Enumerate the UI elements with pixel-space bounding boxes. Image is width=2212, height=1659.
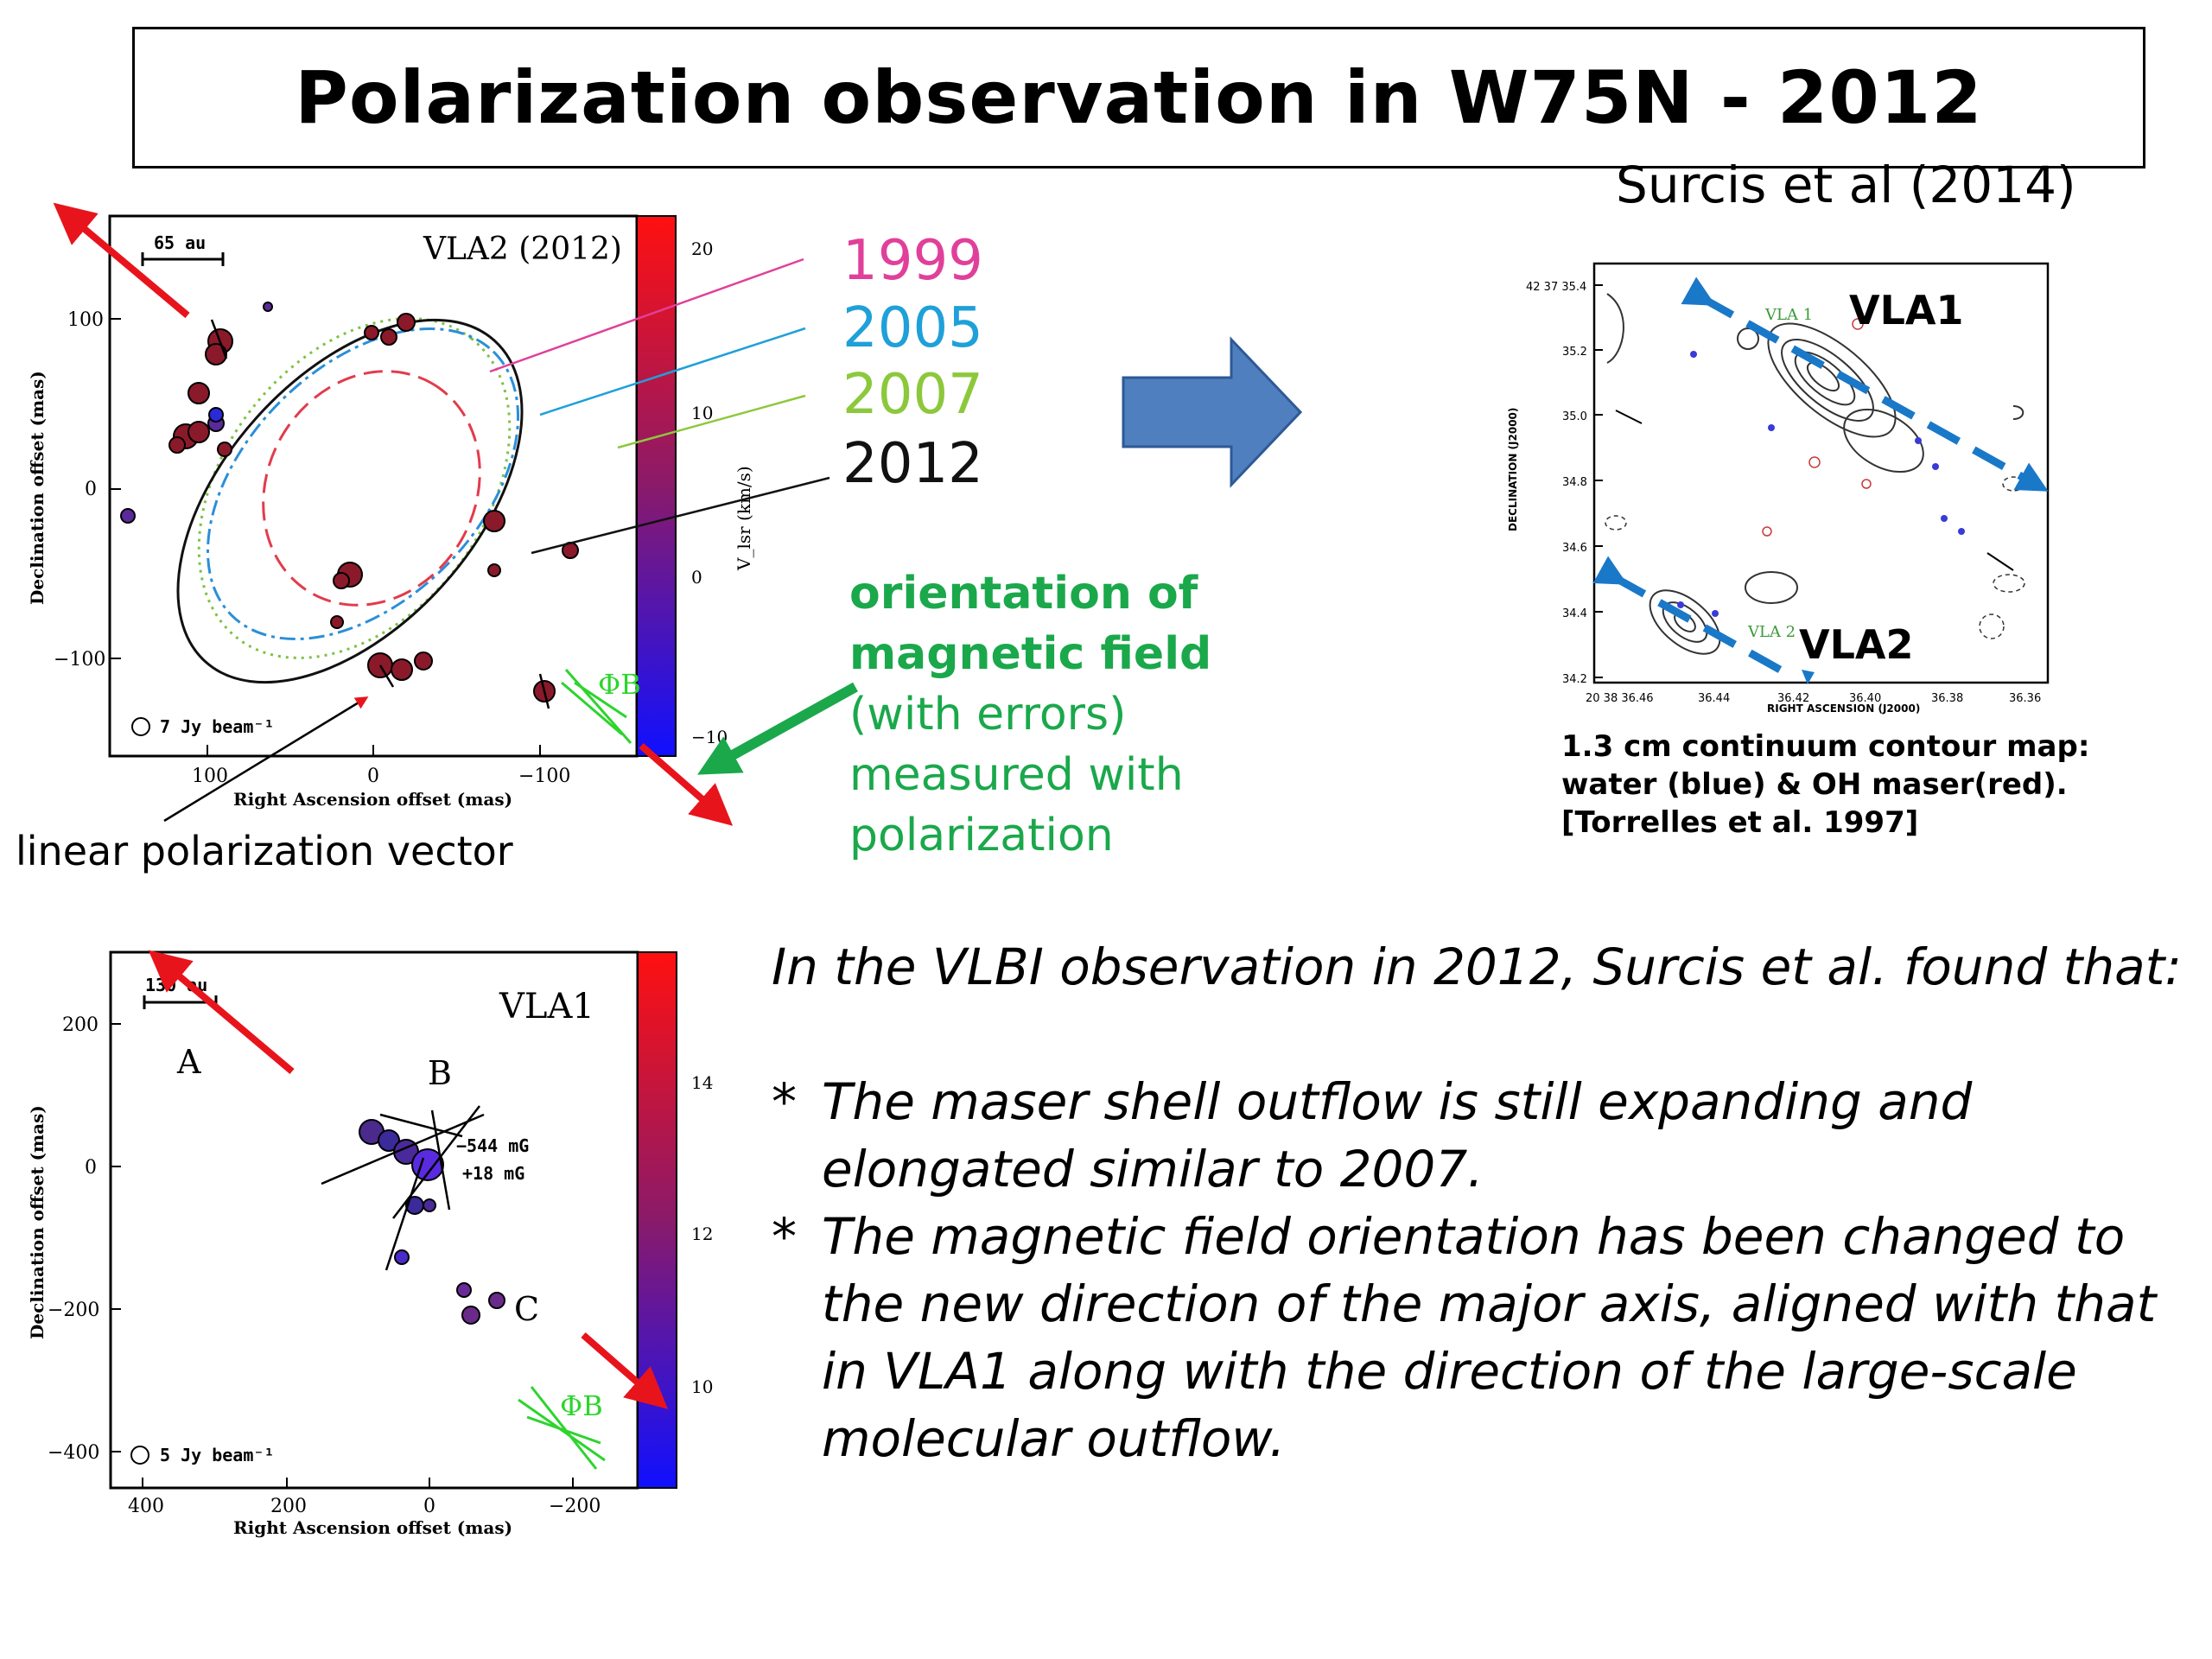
vla2-xtick: 100	[192, 766, 228, 787]
findings-intro: In the VLBI observation in 2012, Surcis …	[772, 938, 2182, 996]
slide-title: Polarization observation in W75N - 2012	[295, 55, 1983, 140]
vla1-colorbar	[637, 951, 677, 1489]
findings-text: In the VLBI observation in 2012, Surcis …	[772, 933, 2189, 1472]
title-box: Polarization observation in W75N - 2012	[132, 27, 2145, 168]
torrelles-caption: 1.3 cm continuum contour map: water (blu…	[1561, 728, 2097, 842]
vla1-xtick: 0	[423, 1496, 435, 1517]
vla1-xlabel: Right Ascension offset (mas)	[233, 1517, 512, 1538]
torrelles-caption-line-1: 1.3 cm continuum contour map:	[1561, 729, 2090, 764]
vla1-label-c: C	[514, 1290, 539, 1328]
vla2-xtick: 0	[367, 766, 379, 787]
findings-bullet: * The maser shell outflow is still expan…	[772, 1068, 2189, 1203]
torr-xtick: 20 38 36.46	[1586, 692, 1654, 705]
torr-xtick: 36.42	[1777, 692, 1809, 705]
vla1-ytick: −400	[48, 1442, 99, 1464]
ellipse-2007	[197, 317, 512, 659]
vla2-xlabel: Right Ascension offset (mas)	[233, 789, 512, 810]
vla1-xtick: 400	[128, 1496, 164, 1517]
torr-ytick: 34.6	[1562, 542, 1587, 555]
torr-ytick: 34.8	[1562, 476, 1587, 489]
orientation-line-2: magnetic field	[849, 628, 1212, 680]
vla2-panel-title: VLA2 (2012)	[423, 232, 622, 267]
torr-ytick: 34.4	[1562, 607, 1587, 620]
vla1-ylabel: Declination offset (mas)	[27, 1105, 48, 1339]
ellipse-1999	[262, 370, 481, 607]
vla1-ytick: 0	[85, 1157, 97, 1179]
torr-xtick: 36.38	[1931, 692, 1963, 705]
vla2-ytick: −100	[54, 649, 105, 671]
torr-ytick: 35.0	[1562, 410, 1587, 423]
vla2-cbar-tick: 20	[691, 238, 713, 259]
torr-xtick: 36.36	[2009, 692, 2041, 705]
torr-vla1-label: VLA1	[1849, 287, 1964, 334]
torrelles-panel: 42 37 35.4 35.2 35.0 34.8 34.6 34.4 34.2…	[1507, 262, 2050, 715]
vla2-ytick: 100	[67, 309, 104, 331]
vla1-xtick: −200	[549, 1496, 601, 1517]
vla1-cbar-tick: 12	[691, 1224, 713, 1244]
bullet-mark: *	[772, 1207, 797, 1266]
ellipse-2005	[206, 327, 520, 641]
ellipse-2012	[176, 318, 524, 684]
torr-ytick: 35.2	[1562, 346, 1587, 359]
year-2005: 2005	[842, 296, 983, 360]
vla2-ylabel: Declination offset (mas)	[27, 371, 48, 605]
vla1-label-b: B	[428, 1054, 452, 1092]
orientation-line-1: orientation of	[849, 568, 1198, 620]
torr-vla2-label: VLA2	[1799, 621, 1914, 668]
torr-xtick: 36.40	[1849, 692, 1881, 705]
torr-ytick: 42 37 35.4	[1526, 281, 1586, 294]
linear-polarization-label: linear polarization vector	[16, 828, 513, 874]
torr-xlabel: RIGHT ASCENSION (J2000)	[1767, 702, 1920, 715]
torr-vla1-small: VLA 1	[1764, 306, 1813, 324]
vla1-cbar-tick: 10	[691, 1376, 713, 1397]
vla1-xtick: 200	[270, 1496, 307, 1517]
torr-xtick: 36.44	[1698, 692, 1730, 705]
orientation-line-3: (with errors)	[849, 689, 1127, 741]
year-2007: 2007	[842, 363, 983, 427]
vla1-ytick: −200	[48, 1300, 99, 1321]
findings-bullet-2: The magnetic field orientation has been …	[822, 1207, 2157, 1468]
bullet-mark: *	[772, 1072, 797, 1131]
orientation-line-5: polarization	[849, 810, 1114, 861]
vla1-cbar-tick: 14	[691, 1072, 713, 1093]
orientation-annotation: orientation of magnetic field (with erro…	[849, 563, 1211, 866]
vla2-scale-label: 65 au	[154, 232, 206, 253]
vla2-cbar-tick: −10	[691, 727, 728, 747]
vla2-cbar-label: V_lsr (km/s)	[734, 466, 754, 571]
vla1-panel-title: VLA1	[499, 987, 594, 1027]
vla2-phi-b: ΦB	[598, 668, 641, 701]
vla1-label-a: A	[176, 1043, 201, 1081]
vla2-beam-label: 7 Jy beam⁻¹	[160, 716, 274, 737]
vla2-colorbar	[636, 215, 677, 757]
vla2-panel: 100 0 −100 100 0 −100 Right Ascension of…	[27, 202, 858, 826]
year-1999: 1999	[842, 229, 983, 293]
findings-bullet-1: The maser shell outflow is still expandi…	[822, 1072, 1973, 1198]
torr-ylabel: DECLINATION (J2000)	[1507, 408, 1519, 531]
vla1-field-2: +18 mG	[462, 1163, 524, 1184]
torrelles-caption-line-3: [Torrelles et al. 1997]	[1561, 805, 1919, 840]
findings-bullet: * The magnetic field orientation has bee…	[772, 1203, 2189, 1472]
vla2-xtick: −100	[518, 766, 570, 787]
vla1-frame	[109, 950, 639, 1490]
vla2-cbar-tick: 10	[691, 403, 713, 423]
vla1-ytick: 200	[62, 1014, 99, 1036]
reference-credit: Surcis et al (2014)	[1616, 156, 2076, 214]
vla1-panel: 200 0 −200 −400 400 200 0 −200 Right Asc…	[27, 950, 713, 1538]
torrelles-caption-line-2: water (blue) & OH maser(red).	[1561, 767, 2068, 802]
vla1-beam-label: 5 Jy beam⁻¹	[160, 1445, 274, 1465]
block-arrow-right	[1122, 336, 1303, 488]
orientation-line-4: measured with	[849, 749, 1184, 801]
vla2-ytick: 0	[85, 479, 97, 500]
torr-ytick: 34.2	[1562, 673, 1587, 686]
year-2012: 2012	[842, 432, 983, 496]
torr-vla2-small: VLA 2	[1747, 623, 1796, 641]
vla2-cbar-tick: 0	[691, 567, 702, 588]
vla1-phi-b: ΦB	[560, 1389, 603, 1422]
vla1-field-1: −544 mG	[456, 1135, 529, 1156]
